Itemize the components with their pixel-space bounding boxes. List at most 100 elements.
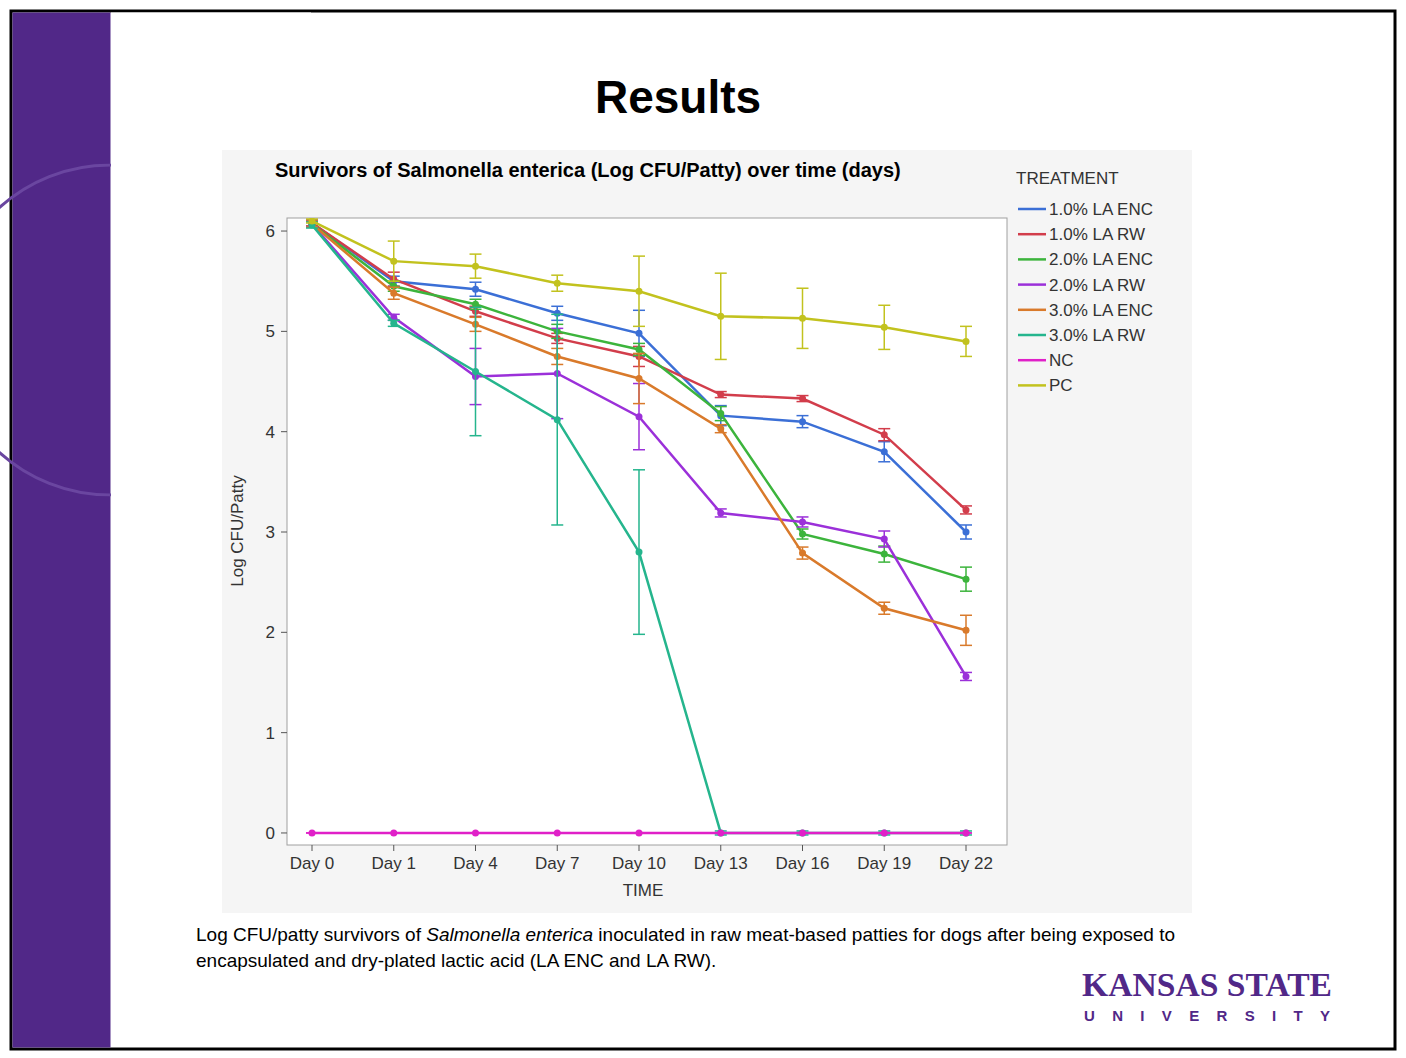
point [717,509,724,516]
y-tick-label: 4 [266,423,275,442]
point [963,627,970,634]
x-tick-label: Day 19 [857,854,911,873]
logo-line1: KANSAS STATE [1082,966,1332,1003]
series-line [312,223,966,510]
y-tick-label: 5 [266,322,275,341]
caption-part: Salmonella enterica [426,924,593,945]
point [799,315,806,322]
point [309,218,316,225]
x-axis-title: TIME [623,881,664,900]
point [881,448,888,455]
point [881,829,888,836]
y-tick [281,632,287,633]
error-bar [551,314,563,525]
point [881,324,888,331]
point [472,286,479,293]
legend-swatch [1018,309,1046,312]
x-tick-label: Day 10 [612,854,666,873]
logo-line2: UNIVERSITY [1084,1007,1330,1024]
chart-background [222,150,1192,913]
point [799,518,806,525]
legend-label: 3.0% LA RW [1049,326,1145,345]
x-tick [557,845,558,851]
slide-frame [11,11,1395,1049]
legend-swatch [1018,208,1046,211]
y-tick [281,832,287,833]
point [717,829,724,836]
point [717,313,724,320]
legend-swatch [1018,334,1046,337]
error-bar [960,672,972,680]
point [390,258,397,265]
y-tick [281,331,287,332]
y-tick-label: 0 [266,824,275,843]
legend-label: 1.0% LA ENC [1049,200,1153,219]
point [472,829,479,836]
side-band [13,13,111,1048]
error-bar [470,307,482,435]
point [963,673,970,680]
legend-swatch [1018,283,1046,286]
legend-title: TREATMENT [1016,169,1119,188]
point [881,536,888,543]
legend-label: PC [1049,376,1073,395]
point [636,829,643,836]
point [963,829,970,836]
series [306,218,972,359]
point [881,431,888,438]
series-line [312,221,966,341]
series [306,220,972,514]
x-tick [720,845,721,851]
point [636,330,643,337]
point [636,375,643,382]
x-tick-label: Day 16 [776,854,830,873]
point [799,829,806,836]
point [554,280,561,287]
legend-swatch [1018,258,1046,261]
legend-label: 2.0% LA RW [1049,276,1145,295]
point [717,425,724,432]
heading: Results [595,71,761,123]
point [799,829,806,836]
plot-frame [287,218,1007,845]
legend-label: 1.0% LA RW [1049,225,1145,244]
series-line [312,224,966,676]
point [554,416,561,423]
series [306,221,972,646]
y-tick [281,231,287,232]
legend-label: 3.0% LA ENC [1049,301,1153,320]
error-bar [878,442,890,462]
x-tick [802,845,803,851]
point [963,529,970,536]
x-tick [884,845,885,851]
point [472,263,479,270]
legend-label: NC [1049,351,1074,370]
x-tick [639,845,640,851]
point [309,829,316,836]
y-tick [281,532,287,533]
point [390,320,397,327]
y-tick-label: 2 [266,623,275,642]
y-tick-label: 6 [266,222,275,241]
caption: Log CFU/patty survivors of Salmonella en… [196,922,1281,974]
series [306,829,972,836]
point [636,549,643,556]
error-bar [633,470,645,635]
point [963,576,970,583]
point [881,551,888,558]
point [881,605,888,612]
x-tick [393,845,394,851]
point [390,290,397,297]
point [636,288,643,295]
x-tick [312,845,313,851]
series [306,221,972,681]
legend-swatch [1018,233,1046,236]
point [881,829,888,836]
point [636,413,643,420]
legend-swatch [1018,384,1046,387]
chart-title: Survivors of Salmonella enterica (Log CF… [275,159,901,181]
y-tick [281,732,287,733]
x-tick-label: Day 0 [290,854,334,873]
y-tick-label: 1 [266,724,275,743]
point [963,506,970,513]
